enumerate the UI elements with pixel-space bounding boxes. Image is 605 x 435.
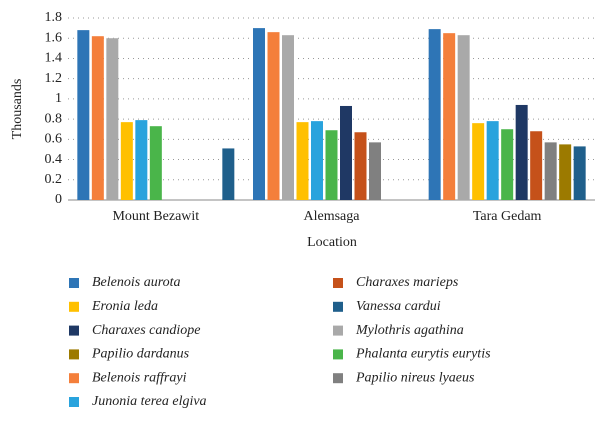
bar [222, 148, 235, 200]
bar [486, 121, 499, 200]
y-tick-label: 0.2 [45, 172, 63, 187]
legend-swatch [69, 373, 79, 384]
bar [149, 126, 162, 200]
bar [296, 122, 309, 200]
legend-swatch [69, 397, 79, 407]
legend-label: Phalanta eurytis eurytis [355, 347, 491, 362]
y-tick-label: 1.8 [45, 10, 63, 25]
legend-label: Belenois aurota [92, 275, 181, 290]
bar [472, 123, 485, 200]
y-axis-label: Thousands [10, 79, 25, 140]
x-tick-label: Mount Bezawit [112, 209, 199, 224]
bar [354, 132, 367, 200]
legend-swatch [333, 349, 343, 360]
legend-label: Charaxes marieps [356, 275, 459, 290]
bar [515, 104, 528, 200]
bar [253, 28, 265, 200]
y-tick-label: 0.4 [45, 152, 63, 167]
y-tick-label: 1 [55, 91, 62, 106]
legend-label: Mylothris agathina [355, 323, 464, 338]
legend-label: Charaxes candiope [92, 323, 200, 338]
bar [457, 35, 470, 200]
bar [428, 29, 441, 200]
legend-label: Vanessa cardui [356, 299, 441, 314]
bar [282, 35, 294, 200]
legend-swatch [333, 278, 343, 288]
y-tick-label: 1.4 [45, 51, 63, 66]
bar [544, 142, 557, 200]
bar [91, 36, 104, 201]
legend-swatch [333, 373, 343, 384]
bar [573, 146, 586, 200]
legend-swatch [333, 301, 343, 312]
legend-label: Eronia leda [91, 299, 158, 314]
y-tick-label: 1.2 [45, 71, 63, 86]
legend-label: Belenois raffrayi [92, 370, 187, 385]
legend-swatch [69, 278, 79, 288]
legend-swatch [333, 325, 343, 336]
bar [443, 33, 456, 200]
bar [340, 105, 352, 200]
bar [530, 131, 543, 200]
bar [135, 120, 148, 200]
bar [77, 30, 90, 201]
legend-swatch [69, 325, 79, 336]
legend-swatch [69, 349, 79, 360]
legend-label: Papilio dardanus [91, 347, 190, 362]
y-tick-label: 0 [55, 192, 62, 207]
y-tick-label: 0.8 [45, 111, 63, 126]
bar [501, 129, 514, 200]
bar [311, 121, 323, 200]
x-tick-label: Tara Gedam [473, 209, 542, 224]
x-tick-label: Alemsaga [304, 209, 361, 224]
legend-label: Junonia terea elgiva [92, 394, 207, 409]
bar [369, 142, 381, 200]
legend-label: Papilio nireus lyaeus [355, 370, 475, 385]
x-axis-label: Location [307, 235, 357, 250]
bar [325, 130, 338, 200]
bar [559, 144, 572, 200]
bar [120, 122, 133, 200]
bar [106, 38, 119, 200]
y-tick-label: 1.6 [45, 30, 63, 45]
y-tick-label: 0.6 [45, 132, 63, 147]
legend-swatch [69, 301, 79, 312]
bar [267, 32, 280, 201]
